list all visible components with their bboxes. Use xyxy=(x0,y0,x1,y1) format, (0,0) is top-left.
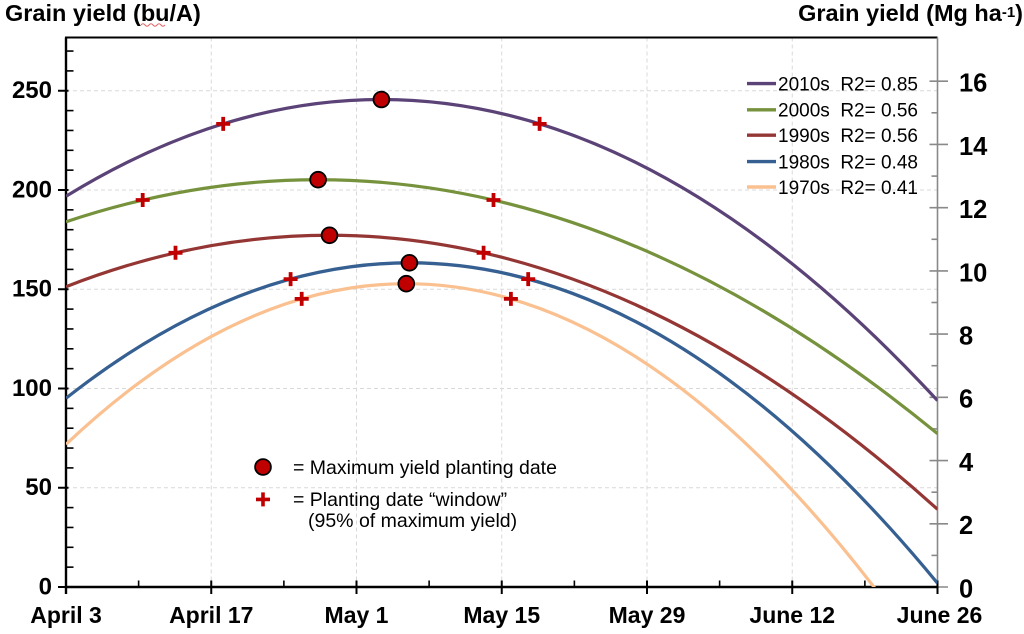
svg-text:2000s R2= 0.56: 2000s R2= 0.56 xyxy=(778,101,918,122)
svg-text:12: 12 xyxy=(959,196,987,224)
svg-text:150: 150 xyxy=(12,276,52,303)
svg-text:0: 0 xyxy=(39,574,52,601)
svg-text:0: 0 xyxy=(959,575,973,603)
svg-text:6: 6 xyxy=(959,386,973,414)
svg-text:200: 200 xyxy=(12,177,52,204)
svg-text:250: 250 xyxy=(12,77,52,104)
svg-text:Grain yield (Mg ha-1): Grain yield (Mg ha-1) xyxy=(798,0,1023,26)
svg-text:16: 16 xyxy=(959,70,987,98)
svg-text:2010s R2= 0.85: 2010s R2= 0.85 xyxy=(778,74,918,95)
svg-text:May 29: May 29 xyxy=(609,602,686,628)
svg-text:June 26: June 26 xyxy=(897,602,983,628)
svg-text:50: 50 xyxy=(25,474,52,501)
svg-text:1970s R2= 0.41: 1970s R2= 0.41 xyxy=(778,178,918,199)
svg-text:8: 8 xyxy=(959,323,973,351)
svg-text:April 3: April 3 xyxy=(30,602,102,628)
svg-text:= Maximum yield planting date: = Maximum yield planting date xyxy=(293,457,557,479)
svg-text:May 1: May 1 xyxy=(325,602,389,628)
svg-text:10: 10 xyxy=(959,259,987,287)
svg-text:1980s R2= 0.48: 1980s R2= 0.48 xyxy=(778,152,918,173)
svg-text:1990s R2= 0.56: 1990s R2= 0.56 xyxy=(778,126,918,147)
svg-text:Grain yield (bu/A): Grain yield (bu/A) xyxy=(5,0,201,26)
svg-text:14: 14 xyxy=(959,133,988,161)
svg-text:April 17: April 17 xyxy=(169,602,253,628)
svg-text:= Planting date “window”: = Planting date “window” xyxy=(293,489,507,511)
svg-text:4: 4 xyxy=(959,449,974,477)
svg-text:2: 2 xyxy=(959,512,973,540)
svg-text:100: 100 xyxy=(12,375,52,402)
svg-text:(95% of maximum yield): (95% of maximum yield) xyxy=(308,510,517,532)
svg-text:May 15: May 15 xyxy=(463,602,540,628)
svg-text:June 12: June 12 xyxy=(749,602,835,628)
